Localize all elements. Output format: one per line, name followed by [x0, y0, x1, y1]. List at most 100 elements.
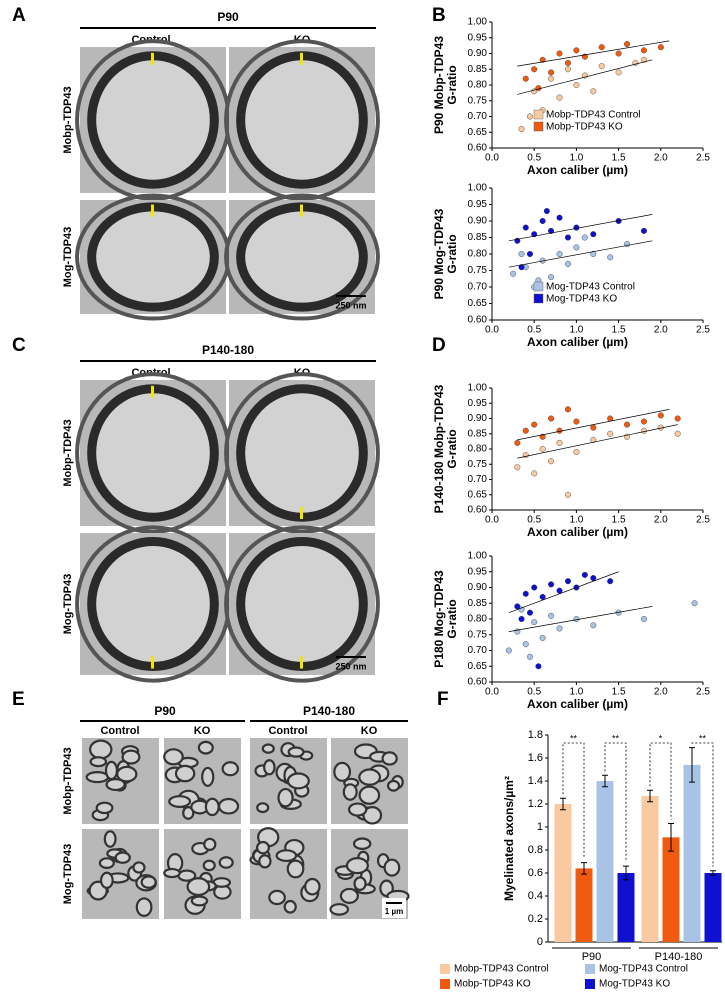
axon: [174, 764, 196, 783]
x-tick-label: 1.0: [569, 153, 583, 164]
bar: [662, 837, 680, 942]
y-axis-label: G-ratio: [445, 429, 459, 468]
x-tick-label: P140-180: [655, 951, 703, 963]
point: [548, 415, 555, 422]
x-axis-label: Axon caliber (µm): [527, 697, 628, 711]
axon: [190, 895, 209, 907]
y-tick-label: 0: [537, 936, 543, 948]
significance-bracket: [691, 742, 714, 867]
myelin-ring: [224, 39, 380, 201]
point: [564, 578, 571, 585]
axon: [114, 851, 131, 864]
point: [539, 446, 546, 453]
point: [535, 85, 542, 92]
point: [531, 421, 538, 428]
y-tick-label: 0.65: [468, 489, 488, 500]
chart-title: P140-180 Mobp-TDP43: [432, 384, 446, 513]
y-tick-label: 1: [537, 821, 543, 833]
y-tick-label: 1.00: [468, 383, 488, 394]
y-axis-label: G-ratio: [445, 234, 459, 273]
axon: [121, 749, 141, 765]
scale-label: 250 nm: [335, 661, 366, 671]
x-tick-label: 1.5: [612, 515, 626, 526]
y-tick-label: 0.90: [468, 216, 488, 227]
point: [539, 593, 546, 600]
column-label: KO: [361, 725, 378, 737]
panel-label: C: [12, 335, 26, 356]
myelin-ring: [236, 51, 368, 189]
point: [564, 234, 571, 241]
y-tick-label: 0.75: [468, 629, 488, 640]
y-axis-label: G-ratio: [445, 599, 459, 638]
thickness-marker: [300, 52, 303, 65]
y-tick-label: 0.80: [468, 80, 488, 91]
axon: [261, 743, 275, 754]
x-axis-label: Axon caliber (µm): [527, 335, 628, 349]
y-tick-label: 0.70: [468, 474, 488, 485]
y-tick-label: 0.65: [468, 661, 488, 672]
axon: [95, 801, 114, 815]
point: [526, 653, 533, 660]
row-label: Mobp-TDP43: [62, 86, 74, 153]
y-tick-label: 0.4: [528, 890, 543, 902]
axon: [182, 806, 195, 820]
x-axis-label: Axon caliber (µm): [527, 525, 628, 539]
point: [539, 217, 546, 224]
y-tick-label: 0.85: [468, 598, 488, 609]
point: [590, 88, 597, 95]
x-tick-label: 1.5: [612, 687, 626, 698]
point: [691, 600, 698, 607]
y-tick-label: 0.65: [468, 298, 488, 309]
axon: [204, 797, 220, 817]
x-tick-label: 0.5: [527, 153, 541, 164]
point: [548, 458, 555, 465]
x-tick-label: 2.5: [696, 687, 710, 698]
legend-label: Mog-TDP43 Control: [546, 282, 635, 293]
axon: [342, 783, 358, 801]
point: [556, 439, 563, 446]
axon: [353, 876, 367, 891]
point: [624, 421, 631, 428]
x-tick-label: 1.5: [612, 153, 626, 164]
point: [573, 244, 580, 251]
y-tick-label: 0.70: [468, 111, 488, 122]
y-tick-label: 0.90: [468, 48, 488, 59]
x-tick-label: 1.0: [569, 687, 583, 698]
point: [590, 231, 597, 238]
point: [518, 264, 525, 271]
thickness-marker: [151, 52, 154, 65]
error-bar: [560, 797, 566, 811]
x-axis-label: Axon caliber (µm): [527, 163, 628, 177]
point: [556, 94, 563, 101]
chart-title: P90 Mog-TDP43: [432, 208, 446, 299]
point: [556, 587, 563, 594]
x-tick-label: 0.0: [485, 687, 499, 698]
x-tick-label: 1.0: [569, 325, 583, 336]
myelin-ring: [87, 202, 219, 312]
x-tick-label: 2.0: [654, 153, 668, 164]
chart-title: P180 Mog-TDP43: [432, 570, 446, 668]
point: [657, 412, 664, 419]
point: [526, 250, 533, 257]
row-label: Mobp-TDP43: [62, 747, 74, 814]
x-tick-label: 0.5: [527, 687, 541, 698]
myelin-ring: [224, 372, 380, 534]
axon: [304, 877, 321, 896]
point: [564, 406, 571, 413]
y-tick-label: 0.75: [468, 459, 488, 470]
axon: [163, 748, 184, 766]
point: [548, 69, 555, 76]
y-tick-label: 0.80: [468, 249, 488, 260]
thickness-marker: [151, 204, 154, 217]
trend-line: [517, 409, 670, 441]
legend-swatch: [533, 281, 544, 292]
row-label: Mog-TDP43: [62, 844, 74, 905]
axon: [132, 861, 146, 874]
point: [522, 590, 529, 597]
trend-line: [517, 424, 678, 459]
axon: [221, 761, 239, 777]
axon: [201, 766, 215, 787]
point: [615, 50, 622, 57]
point: [531, 584, 538, 591]
point: [514, 464, 521, 471]
